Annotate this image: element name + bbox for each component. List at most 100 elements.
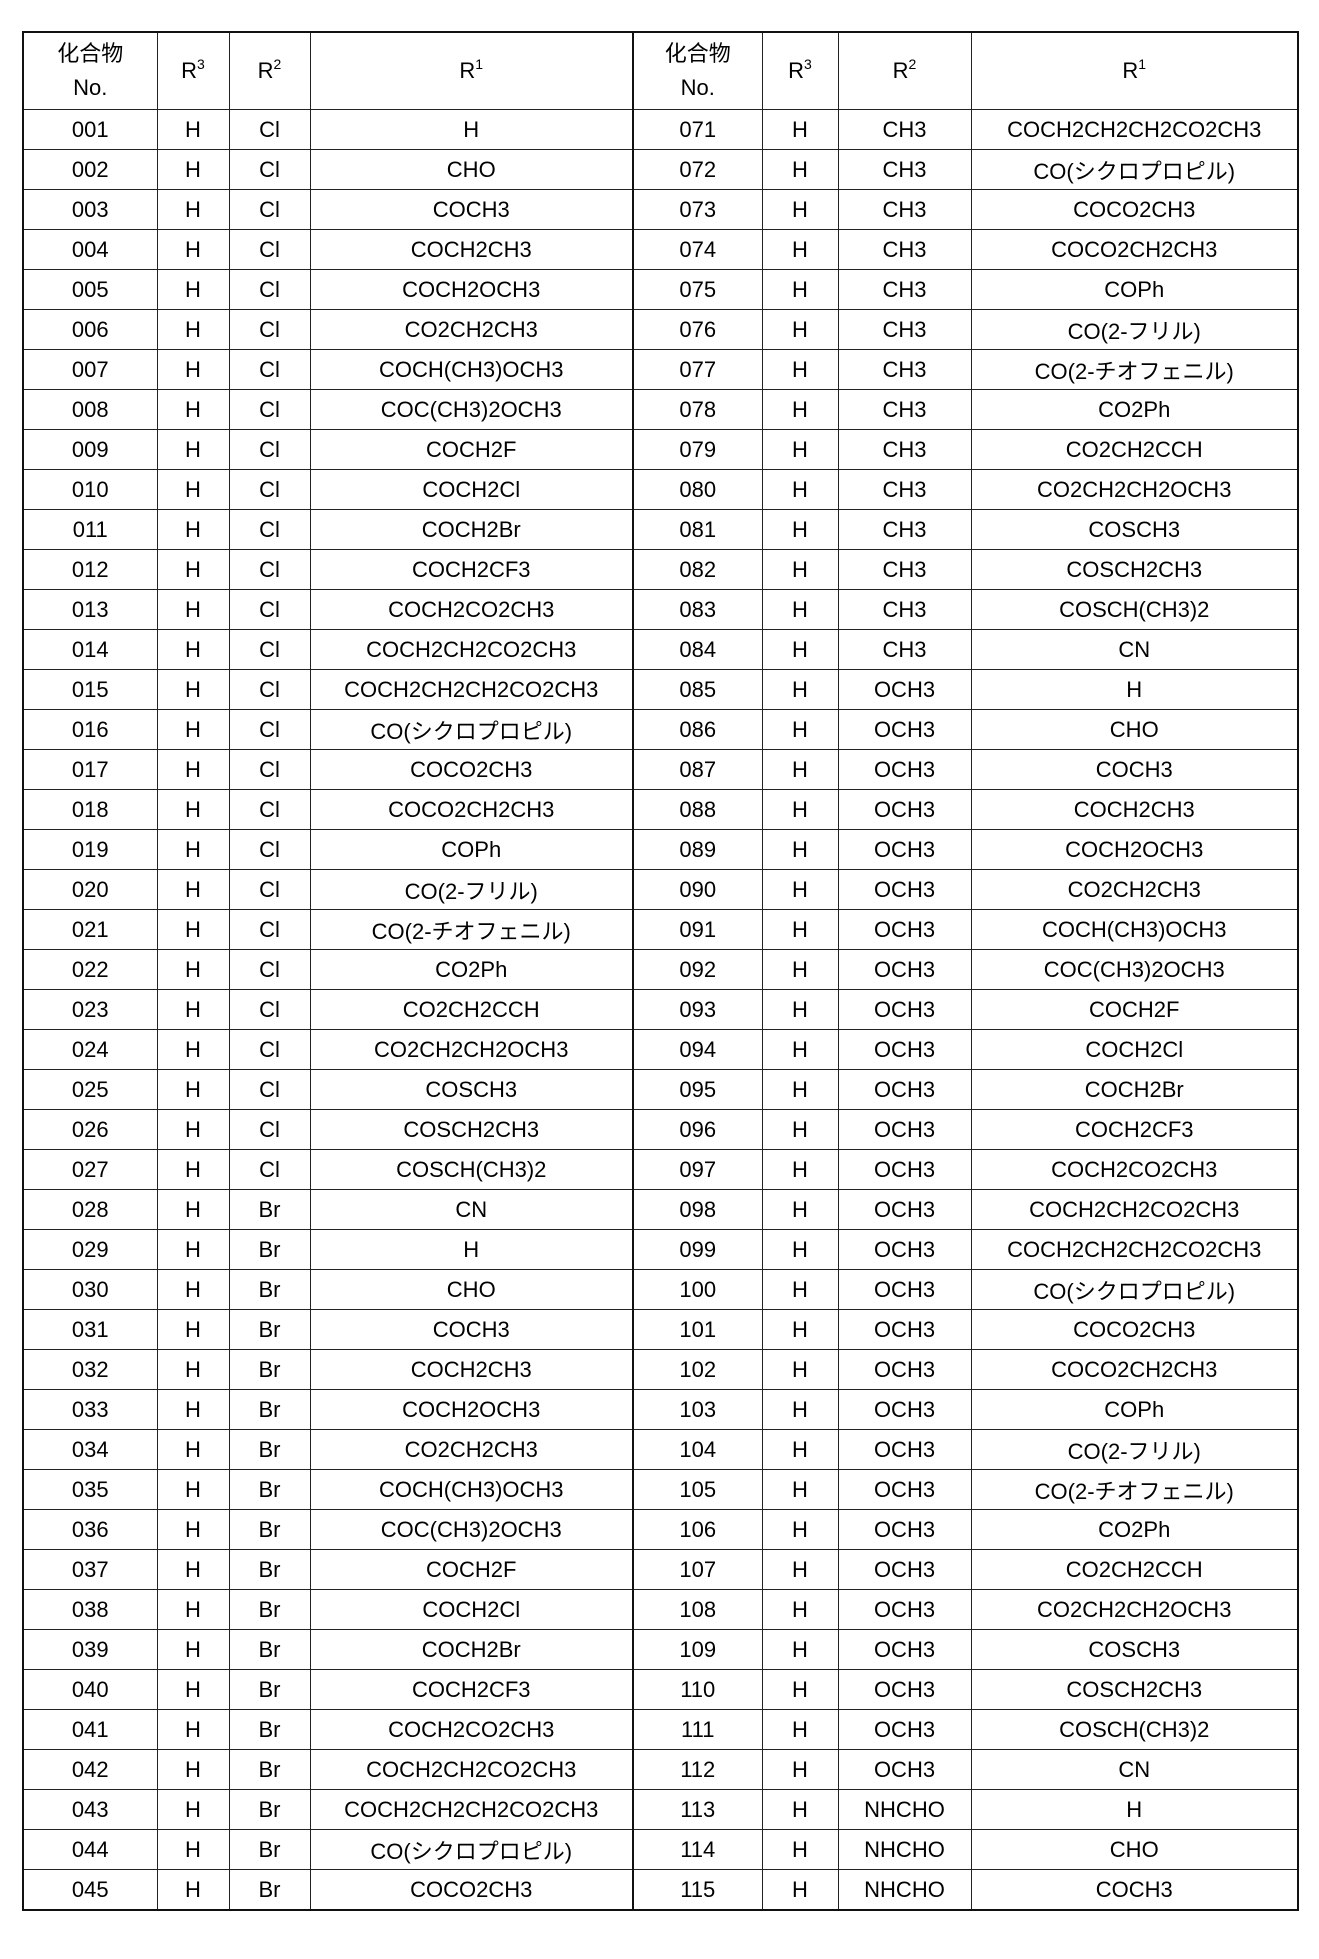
r2-cell: OCH3 (838, 950, 971, 990)
r1-cell: COCH2CH2CH2CO2CH3 (310, 670, 633, 710)
r3-cell: H (762, 270, 838, 310)
header-row: 化合物No. R3 R2 R1 化合物No. R3 R2 R1 (23, 32, 1298, 110)
compound-no-cell: 025 (23, 1070, 157, 1110)
r1-cell: COCH2Br (310, 1630, 633, 1670)
r2-cell: Cl (229, 1070, 310, 1110)
r2-cell: CH3 (838, 270, 971, 310)
r3-cell: H (157, 1470, 229, 1510)
compound-no-cell: 108 (633, 1590, 762, 1630)
r2-cell: Cl (229, 870, 310, 910)
r3-cell: H (762, 1830, 838, 1870)
r3-cell: H (762, 790, 838, 830)
r2-cell: Br (229, 1590, 310, 1630)
r2-cell: Cl (229, 1150, 310, 1190)
compound-no-cell: 088 (633, 790, 762, 830)
table-row: 018HClCOCO2CH2CH3088HOCH3COCH2CH3 (23, 790, 1298, 830)
compound-no-cell: 010 (23, 470, 157, 510)
r1-cell: COCH2Cl (971, 1030, 1298, 1070)
header-label: 化合物 (57, 41, 123, 66)
compound-no-cell: 030 (23, 1270, 157, 1310)
r2-cell: Cl (229, 510, 310, 550)
table-row: 041HBrCOCH2CO2CH3111HOCH3COSCH(CH3)2 (23, 1710, 1298, 1750)
r1-cell: COCH2CH2CH2CO2CH3 (310, 1790, 633, 1830)
compound-no-cell: 034 (23, 1430, 157, 1470)
r1-cell: CO(2-チオフェニル) (971, 350, 1298, 390)
compound-no-cell: 073 (633, 190, 762, 230)
r2-cell: Cl (229, 950, 310, 990)
r2-cell: Br (229, 1550, 310, 1590)
compound-no-cell: 113 (633, 1790, 762, 1830)
r3-cell: H (762, 830, 838, 870)
compound-no-cell: 104 (633, 1430, 762, 1470)
compound-no-cell: 011 (23, 510, 157, 550)
r2-cell: Cl (229, 470, 310, 510)
r3-cell: H (157, 190, 229, 230)
r1-cell: COCH2CH3 (310, 230, 633, 270)
r2-cell: Cl (229, 1030, 310, 1070)
r2-cell: Cl (229, 150, 310, 190)
r1-cell: COCH2Cl (310, 470, 633, 510)
r3-cell: H (157, 110, 229, 150)
r2-cell: Br (229, 1870, 310, 1911)
r3-cell: H (762, 1870, 838, 1911)
table-row: 013HClCOCH2CO2CH3083HCH3COSCH(CH3)2 (23, 590, 1298, 630)
compound-no-cell: 018 (23, 790, 157, 830)
compound-no-cell: 071 (633, 110, 762, 150)
r1-cell: CO2CH2CCH (971, 430, 1298, 470)
compound-no-cell: 080 (633, 470, 762, 510)
compound-no-cell: 026 (23, 1110, 157, 1150)
table-row: 006HClCO2CH2CH3076HCH3CO(2-フリル) (23, 310, 1298, 350)
r1-cell: COSCH3 (971, 510, 1298, 550)
r3-cell: H (762, 910, 838, 950)
r3-cell: H (762, 1310, 838, 1350)
header-r2: R2 (229, 32, 310, 110)
r3-cell: H (762, 1270, 838, 1310)
r1-cell: COCH2Br (310, 510, 633, 550)
r2-cell: OCH3 (838, 1190, 971, 1230)
r3-cell: H (157, 1830, 229, 1870)
r1-cell: CHO (971, 1830, 1298, 1870)
r2-cell: CH3 (838, 350, 971, 390)
table-row: 010HClCOCH2Cl080HCH3CO2CH2CH2OCH3 (23, 470, 1298, 510)
compound-no-cell: 042 (23, 1750, 157, 1790)
compound-no-cell: 027 (23, 1150, 157, 1190)
r2-cell: CH3 (838, 470, 971, 510)
r3-cell: H (762, 470, 838, 510)
table-row: 024HClCO2CH2CH2OCH3094HOCH3COCH2Cl (23, 1030, 1298, 1070)
table-row: 028HBrCN098HOCH3COCH2CH2CO2CH3 (23, 1190, 1298, 1230)
r1-cell: COCH2CO2CH3 (310, 1710, 633, 1750)
header-compound-no: 化合物No. (23, 32, 157, 110)
r3-cell: H (762, 1350, 838, 1390)
r2-cell: Cl (229, 110, 310, 150)
r2-cell: Cl (229, 190, 310, 230)
r2-cell: NHCHO (838, 1870, 971, 1911)
r3-cell: H (157, 590, 229, 630)
header-sup: 2 (909, 56, 917, 72)
r2-cell: Br (229, 1350, 310, 1390)
compound-no-cell: 016 (23, 710, 157, 750)
r2-cell: OCH3 (838, 1390, 971, 1430)
r3-cell: H (762, 510, 838, 550)
table-row: 003HClCOCH3073HCH3COCO2CH3 (23, 190, 1298, 230)
header-sup: 1 (475, 56, 483, 72)
r2-cell: OCH3 (838, 1430, 971, 1470)
r1-cell: COSCH2CH3 (310, 1110, 633, 1150)
r2-cell: NHCHO (838, 1790, 971, 1830)
r1-cell: CHO (310, 1270, 633, 1310)
r3-cell: H (762, 550, 838, 590)
r2-cell: Br (229, 1630, 310, 1670)
r2-cell: OCH3 (838, 1510, 971, 1550)
r3-cell: H (157, 1190, 229, 1230)
table-row: 042HBrCOCH2CH2CO2CH3112HOCH3CN (23, 1750, 1298, 1790)
r2-cell: Cl (229, 750, 310, 790)
r1-cell: CO2Ph (971, 390, 1298, 430)
r1-cell: COCH2CF3 (971, 1110, 1298, 1150)
r3-cell: H (157, 350, 229, 390)
r3-cell: H (157, 1390, 229, 1430)
compound-no-cell: 023 (23, 990, 157, 1030)
compound-no-cell: 106 (633, 1510, 762, 1550)
r3-cell: H (157, 1630, 229, 1670)
table-row: 036HBrCOC(CH3)2OCH3106HOCH3CO2Ph (23, 1510, 1298, 1550)
r1-cell: COCO2CH3 (310, 750, 633, 790)
compound-no-cell: 037 (23, 1550, 157, 1590)
